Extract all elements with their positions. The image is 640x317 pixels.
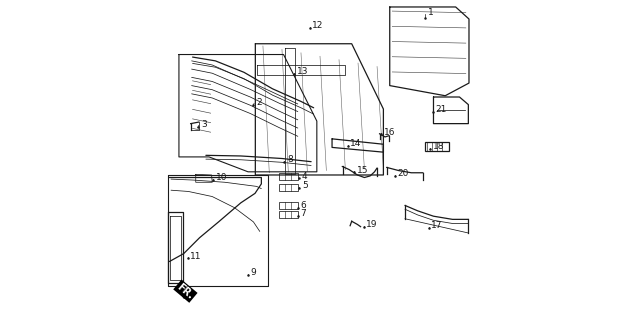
Bar: [279, 202, 298, 209]
Text: 6: 6: [300, 201, 306, 210]
Text: 13: 13: [296, 67, 308, 76]
Text: 15: 15: [356, 166, 368, 175]
Text: 20: 20: [397, 169, 409, 178]
Bar: [279, 173, 298, 180]
Text: 16: 16: [384, 128, 396, 137]
Bar: [279, 184, 298, 191]
Text: 18: 18: [433, 142, 444, 151]
Text: 21: 21: [436, 106, 447, 114]
Text: 7: 7: [300, 210, 306, 218]
Text: 8: 8: [287, 155, 292, 164]
Bar: [279, 211, 298, 218]
Text: 5: 5: [302, 181, 308, 190]
Text: 17: 17: [431, 221, 443, 230]
Text: 10: 10: [216, 173, 227, 182]
Text: 9: 9: [250, 268, 256, 277]
Text: 2: 2: [257, 98, 262, 107]
Text: 4: 4: [302, 172, 308, 181]
Text: 19: 19: [366, 220, 378, 229]
Text: 3: 3: [201, 120, 207, 129]
Text: 12: 12: [312, 21, 323, 30]
Text: 1: 1: [428, 8, 433, 17]
Text: FR.: FR.: [175, 281, 195, 301]
Text: 14: 14: [350, 139, 362, 148]
Text: 11: 11: [190, 252, 202, 261]
